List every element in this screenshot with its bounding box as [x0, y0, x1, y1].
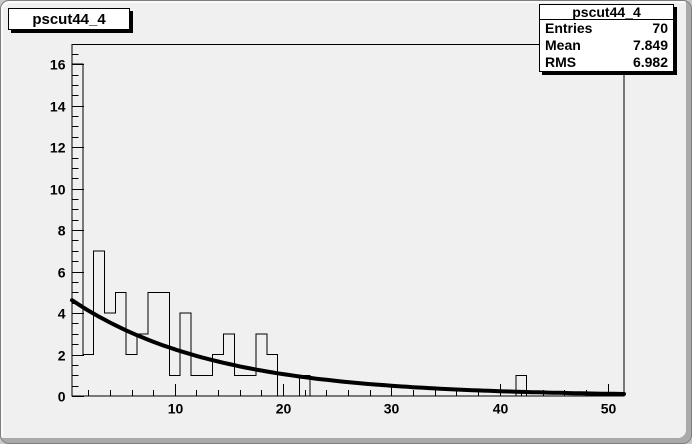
- y-tick-label: 12: [50, 140, 66, 156]
- stats-value-mean: 7.849: [632, 37, 668, 53]
- stats-value-entries: 70: [652, 20, 668, 36]
- x-tick-label: 10: [168, 401, 184, 417]
- x-tick-label: 50: [601, 401, 617, 417]
- stats-title: pscut44_4: [540, 5, 673, 20]
- stats-value-rms: 6.982: [632, 54, 668, 70]
- y-axis-ticks: [72, 54, 84, 397]
- stats-row-entries: Entries 70: [540, 20, 673, 37]
- fit-curve: [70, 298, 626, 396]
- y-tick-label: 10: [50, 182, 66, 198]
- stats-row-rms: RMS 6.982: [540, 54, 673, 71]
- x-tick-label: 20: [276, 401, 292, 417]
- histogram-outline: [71, 63, 624, 397]
- stats-label-mean: Mean: [545, 37, 581, 53]
- stats-label-rms: RMS: [545, 54, 577, 70]
- histogram-title-pave[interactable]: pscut44_4: [8, 8, 130, 30]
- x-axis-ticks: [88, 384, 609, 396]
- y-tick-label: 0: [58, 389, 66, 405]
- y-tick-label: 16: [50, 57, 66, 73]
- histogram-title-text: pscut44_4: [32, 10, 106, 28]
- axis-tick-labels: 0 2 4 6 8 10 12 14 16 10 20 30 40 50: [50, 57, 617, 417]
- y-tick-label: 8: [58, 223, 66, 239]
- y-tick-label: 14: [50, 99, 66, 115]
- stats-row-mean: Mean 7.849: [540, 37, 673, 54]
- stats-label-entries: Entries: [545, 20, 593, 36]
- stats-pave[interactable]: pscut44_4 Entries 70 Mean 7.849 RMS 6.98…: [539, 4, 674, 72]
- y-tick-label: 4: [58, 306, 66, 322]
- x-tick-label: 30: [384, 401, 400, 417]
- y-tick-label: 2: [58, 348, 66, 364]
- y-tick-label: 6: [58, 265, 66, 281]
- x-tick-label: 40: [493, 401, 509, 417]
